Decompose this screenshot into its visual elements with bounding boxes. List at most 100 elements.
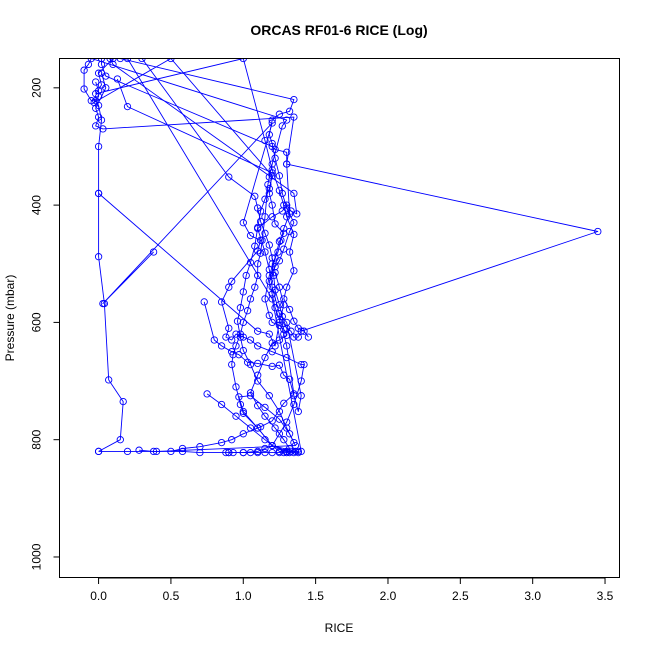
data-point [261,436,269,444]
data-point [235,351,243,359]
y-tick-label: 600 [30,312,44,332]
data-point [283,331,291,339]
data-point [290,230,298,239]
data-point [285,448,294,457]
data-point [280,229,288,237]
data-point [283,283,291,291]
data-point [242,271,250,280]
data-point [217,400,226,409]
data-point [275,186,284,195]
data-point [113,75,122,83]
data-point [138,58,146,63]
data-point [116,436,124,444]
data-point [261,403,269,412]
data-point [271,304,279,312]
data-point [283,424,291,432]
data-point [251,192,259,200]
data-point [275,318,284,327]
data-point [217,342,226,350]
data-point [274,248,282,256]
data-point [280,245,288,253]
data-point [99,125,107,133]
data-point [261,229,269,237]
data-point [275,448,284,457]
y-tick-label: 400 [30,195,44,215]
data-point [149,447,158,456]
x-tick-label: 2.5 [452,589,469,603]
data-point [256,217,265,226]
data-point [261,195,269,203]
data-point [268,160,276,168]
data-point [254,342,262,350]
x-tick-label: 1.0 [235,589,252,603]
data-point [261,353,269,362]
data-point [290,189,298,198]
data-point [254,371,262,379]
series-line [102,122,305,454]
data-point [594,227,602,236]
data-point [94,253,103,261]
data-point [196,448,204,457]
data-point [290,219,298,227]
data-point [275,430,284,438]
series-line [93,58,295,443]
data-point [254,271,262,280]
data-point [283,213,291,221]
y-tick-label: 800 [30,429,44,449]
data-point [225,173,233,181]
data-point [283,318,291,327]
data-point [268,295,276,303]
data-point [264,180,272,189]
series-3 [106,58,305,416]
data-point [80,66,88,74]
data-point [290,333,298,341]
data-point [283,418,291,426]
data-point [275,110,284,118]
data-point [294,333,302,341]
data-point [90,98,98,107]
data-point [105,376,113,384]
data-point [246,231,255,240]
data-point [304,333,313,341]
data-point [261,444,269,453]
data-point [94,142,103,151]
data-point [246,448,255,457]
data-point [97,58,106,63]
data-point [99,299,107,308]
series-line [109,58,302,412]
data-point [268,448,276,457]
data-point [275,283,284,291]
data-point [261,295,269,303]
data-point [271,220,279,228]
data-point [271,154,279,162]
data-point [97,81,106,89]
data-point [287,327,295,335]
data-point [275,361,284,369]
data-point [254,223,262,232]
data-point [254,402,262,410]
data-point [116,58,124,63]
x-tick-label: 0.0 [90,589,107,603]
data-point [87,58,95,63]
data-point [239,430,247,438]
data-point [265,131,273,139]
data-point [225,324,233,332]
data-point [285,248,294,256]
data-point [167,58,175,63]
data-point [268,166,276,174]
x-axis: 0.0 0.5 1.0 1.5 2.0 2.5 3.0 3.5 [90,577,614,603]
data-point [254,448,262,457]
data-point [268,139,276,148]
data-point [283,148,291,156]
data-point [80,85,88,93]
data-point [251,283,259,291]
data-point [92,90,100,98]
data-point [109,58,117,63]
data-point [228,360,236,369]
data-point [232,342,240,350]
data-point [239,448,247,457]
series-6 [123,58,305,457]
data-point [109,60,117,69]
x-tick-label: 0.5 [163,589,180,603]
data-point [265,189,273,198]
